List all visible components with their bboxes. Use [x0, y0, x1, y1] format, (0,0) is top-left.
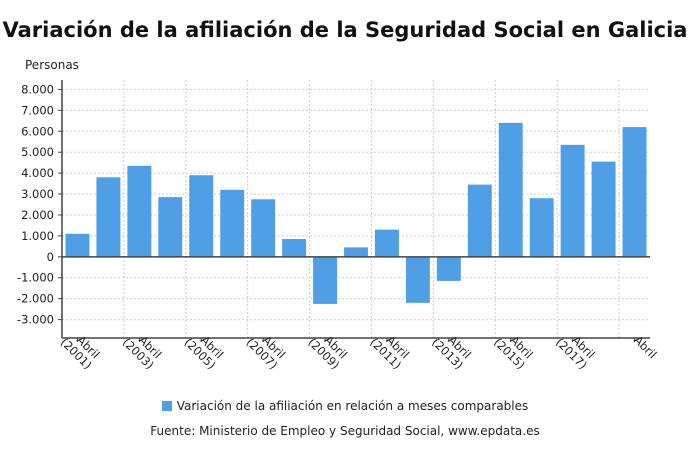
legend: Variación de la afiliación en relación a… — [0, 399, 690, 413]
y-tick-label: 2.000 — [21, 208, 54, 222]
chart-title: Variación de la afiliación de la Segurid… — [2, 18, 688, 42]
x-tick-label: Abril(2007) — [243, 326, 289, 372]
bar — [313, 256, 338, 304]
y-tick-label: 4.000 — [21, 166, 54, 180]
bar — [96, 177, 121, 257]
x-tick-label: Abril(2001) — [58, 326, 104, 372]
x-tick-label: Abril(2013) — [429, 326, 475, 372]
bar — [127, 165, 152, 257]
x-tick-label: Abril(2017) — [553, 326, 599, 372]
bar — [344, 247, 368, 257]
y-tick-label: 7.000 — [21, 103, 54, 117]
bar — [467, 184, 492, 257]
bar — [529, 198, 554, 257]
bar — [591, 161, 616, 257]
x-tick-label: Abril(2005) — [182, 326, 228, 372]
bar — [374, 229, 399, 257]
bar — [282, 239, 307, 257]
y-tick-label: 3.000 — [21, 187, 54, 201]
bar — [251, 199, 276, 257]
x-tick-label: Abril(2009) — [305, 326, 351, 372]
x-tick-label: Abril(2015) — [491, 326, 537, 372]
y-axis-label: Personas — [25, 58, 79, 72]
y-tick-label: 0 — [47, 250, 54, 264]
bar — [405, 256, 430, 303]
source-note: Fuente: Ministerio de Empleo y Seguridad… — [150, 424, 540, 438]
y-tick-label: 8.000 — [21, 82, 54, 96]
x-tick-label: Abril — [631, 333, 659, 361]
bar — [622, 127, 647, 257]
x-tick-label: Abril(2003) — [120, 326, 166, 372]
bar-chart: -3.000 -2.000 -1.000 0 1.000 2.000 3.000 4.000 5… — [17, 80, 660, 372]
bar — [436, 256, 461, 281]
bar — [220, 189, 245, 257]
bar — [560, 144, 585, 257]
legend-swatch — [161, 401, 172, 411]
y-tick-label: -1.000 — [17, 271, 54, 285]
y-tick-label: -2.000 — [17, 292, 54, 306]
legend-label: Variación de la afiliación en relación a… — [176, 399, 529, 413]
y-tick-label: -3.000 — [17, 313, 54, 327]
bar — [65, 233, 90, 257]
y-tick-label: 5.000 — [21, 145, 54, 159]
x-tick-label: Abril(2011) — [367, 326, 413, 372]
bar — [158, 197, 183, 257]
y-tick-label: 1.000 — [21, 229, 54, 243]
y-tick-label: 6.000 — [21, 124, 54, 138]
bar — [498, 122, 523, 257]
bar — [189, 175, 214, 257]
